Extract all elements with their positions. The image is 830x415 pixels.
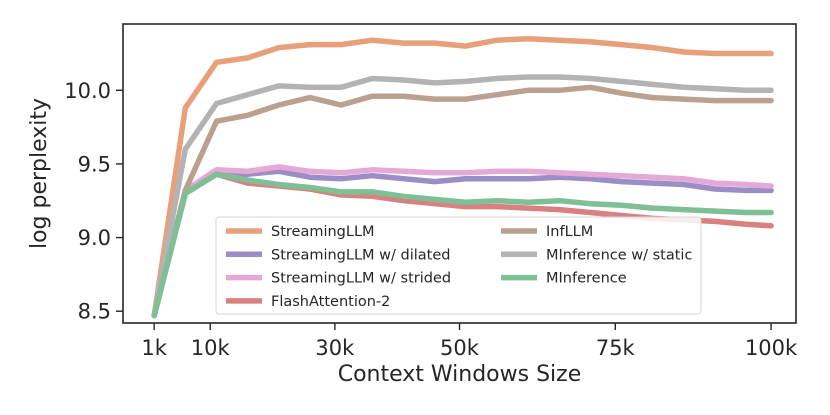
x-tick-label: 30k [315,336,355,360]
legend-label: StreamingLLM [271,224,375,240]
legend-label: FlashAttention-2 [271,294,390,310]
x-tick-label: 50k [440,336,480,360]
series-line-2 [151,164,774,319]
series-line-4 [151,84,774,319]
y-tick-label: 9.5 [78,152,111,176]
series-lines [151,35,774,319]
x-tick-label: 75k [596,336,636,360]
x-tick-label: 100k [745,336,798,360]
legend-label: StreamingLLM w/ strided [271,271,451,287]
x-axis-title: Context Windows Size [338,362,582,387]
x-tick-label: 10k [191,336,231,360]
legend-label: MInference w/ static [546,247,692,263]
legend: StreamingLLM InfLLM StreamingLLM w/ dilate… [215,216,702,315]
series-line-6 [151,171,774,319]
y-tick-label: 10.0 [64,79,111,103]
legend-box [215,216,702,315]
series-line-1 [151,168,774,319]
series-line-5 [151,74,774,319]
y-axis-title: log perplexity [27,98,52,249]
legend-label: MInference [546,271,627,287]
axis-ticks: 1k 10k 30k 50k 75k 100k 8.5 9.0 9.5 10.0 [64,79,798,360]
legend-label: InfLLM [546,224,593,240]
y-tick-label: 8.5 [78,300,111,324]
x-tick-label: 1k [141,336,167,360]
legend-label: StreamingLLM w/ dilated [271,247,450,263]
y-tick-label: 9.0 [78,226,111,250]
series-line-0 [151,35,774,319]
